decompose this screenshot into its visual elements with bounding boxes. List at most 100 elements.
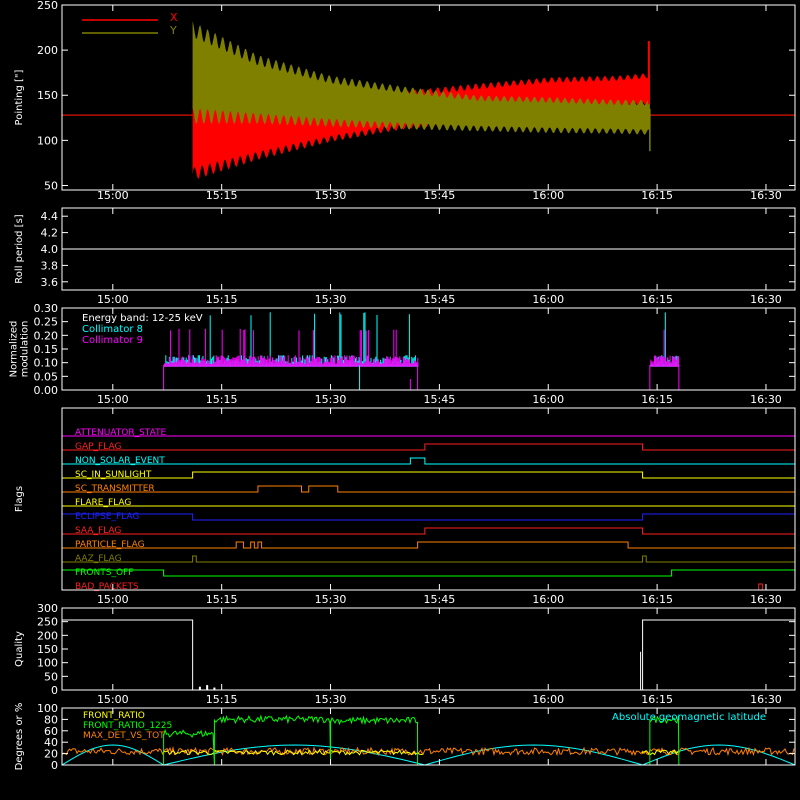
pointing-xtick-label-2: 15:30 [315, 189, 347, 202]
modulation-ytick-label-3: 0.15 [34, 343, 59, 356]
modulation-xtick-label-1: 15:15 [206, 393, 238, 406]
pointing-ylabel: Pointing ["] [14, 69, 25, 125]
quality-xtick-label-2: 15:30 [315, 693, 347, 706]
pointing-ytick-label-0: 50 [44, 179, 58, 192]
flag-line-sc-transmitter [62, 485, 795, 493]
ratios-series-front-ratio-1225 [163, 714, 680, 765]
modulation-legend-0: Energy band: 12-25 keV [82, 313, 203, 324]
quality-xtick-label-5: 16:15 [641, 693, 673, 706]
modulation-xtick-label-4: 16:00 [532, 393, 564, 406]
modulation-series-collimator-9-1 [650, 329, 679, 367]
quality-ylabel-text-0: Quality [14, 631, 25, 667]
flag-label-attenuator-state: ATTENUATOR_STATE [75, 428, 167, 438]
flags-xtick-label-1: 15:15 [206, 593, 238, 606]
modulation-ytick-label-4: 0.20 [34, 329, 59, 342]
flag-label-aaz-flag: AAZ_FLAG [75, 554, 122, 564]
modulation-series-collimator-9-0 [164, 328, 419, 367]
ratios-geomag-arc-2 [424, 744, 643, 765]
flags-xtick-label-5: 16:15 [641, 593, 673, 606]
ratios-ylabel: Degrees or % [14, 703, 25, 771]
roll_period-ytick-label-2: 4.0 [41, 243, 59, 256]
ratios-ytick-label-5: 100 [37, 702, 58, 715]
modulation-ytick-label-5: 0.25 [34, 316, 59, 329]
quality-xtick-label-0: 15:00 [97, 693, 129, 706]
pointing-ytick-label-2: 150 [37, 89, 58, 102]
flag-line-saa-flag [62, 527, 795, 535]
pointing-xtick-label-1: 15:15 [206, 189, 238, 202]
flag-line-gap-flag [62, 443, 795, 451]
roll_period-xtick-label-6: 16:30 [750, 293, 782, 306]
flag-label-sc-in-sunlight: SC_IN_SUNLIGHT [75, 470, 152, 480]
quality-ytick-label-6: 300 [37, 602, 58, 615]
flag-label-bad-packets: BAD_PACKETS [75, 582, 139, 592]
roll_period-ytick-label-3: 4.2 [41, 227, 59, 240]
pointing-legend-label-X: X [170, 11, 178, 24]
modulation-plot-area [163, 312, 680, 390]
ratios-ytick-label-3: 60 [44, 725, 58, 738]
flag-line-non-solar-event [62, 457, 795, 465]
roll_period-xtick-label-1: 15:15 [206, 293, 238, 306]
ratios-plot-area [62, 714, 795, 765]
pointing-ytick-label-1: 100 [37, 134, 58, 147]
flag-label-sc-transmitter: SC_TRANSMITTER [75, 484, 155, 494]
flag-label-saa-flag: SAA_FLAG [75, 526, 121, 536]
flags-xtick-label-4: 16:00 [532, 593, 564, 606]
ratios-legend-1: FRONT_RATIO_1225 [83, 721, 172, 731]
modulation-ytick-label-2: 0.10 [34, 357, 59, 370]
ratios-geomag-arc-1 [163, 744, 426, 765]
quality-ytick-label-1: 50 [44, 670, 58, 683]
modulation-legend-2: Collimator 9 [82, 335, 143, 346]
modulation-xtick-label-5: 16:15 [641, 393, 673, 406]
roll_period-ytick-label-0: 3.6 [41, 276, 59, 289]
flag-label-gap-flag: GAP_FLAG [75, 442, 121, 452]
roll_period-ytick-label-1: 3.8 [41, 259, 59, 272]
flags-xtick-label-6: 16:30 [750, 593, 782, 606]
quality-xtick-label-6: 16:30 [750, 693, 782, 706]
pointing-xtick-label-3: 15:45 [424, 189, 456, 202]
quality-ytick-label-5: 250 [37, 616, 58, 629]
flag-label-flare-flag: FLARE_FLAG [75, 498, 131, 508]
flags-frame [61, 407, 796, 591]
ratios-ytick-label-2: 40 [44, 736, 58, 749]
pointing-ytick-label-4: 250 [37, 0, 58, 12]
roll_period-xtick-label-4: 16:00 [532, 293, 564, 306]
pointing-frame [61, 4, 796, 191]
flag-label-eclipse-flag: ECLIPSE_FLAG [75, 512, 139, 522]
roll_period-ylabel: Roll period [s] [14, 214, 25, 283]
flag-line-particle-flag [62, 541, 795, 549]
quality-xtick-label-3: 15:45 [424, 693, 456, 706]
quality-ytick-label-0: 0 [51, 684, 58, 697]
pointing-xtick-label-6: 16:30 [750, 189, 782, 202]
pointing-xtick-label-0: 15:00 [97, 189, 129, 202]
flag-label-non-solar-event: NON_SOLAR_EVENT [75, 456, 165, 466]
ratios-geomag-arc-0 [62, 744, 164, 765]
quality-xtick-label-4: 16:00 [532, 693, 564, 706]
modulation-xtick-label-3: 15:45 [424, 393, 456, 406]
quality-ytick-label-4: 200 [37, 629, 58, 642]
ratios-geomag-arc-3 [642, 744, 795, 765]
quality-ytick-label-3: 150 [37, 643, 58, 656]
modulation-ylabel: Normalized modulation [9, 321, 31, 378]
flags-xtick-label-2: 15:30 [315, 593, 347, 606]
modulation-ylabel-text-0: Normalized [9, 321, 20, 378]
quality-ylabel: Quality [14, 631, 25, 667]
ratios-ylabel-text-0: Degrees or % [14, 703, 25, 771]
quality-ytick-label-2: 100 [37, 657, 58, 670]
roll_period-xtick-label-3: 15:45 [424, 293, 456, 306]
pointing-xtick-label-5: 16:15 [641, 189, 673, 202]
flags-ylabel-text-0: Flags [14, 486, 25, 512]
modulation-xtick-label-0: 15:00 [97, 393, 129, 406]
modulation-xtick-label-2: 15:30 [315, 393, 347, 406]
modulation-xtick-label-6: 16:30 [750, 393, 782, 406]
pointing-plot-area [62, 21, 795, 180]
flag-line-fronts-off [61, 569, 796, 577]
ratios-series-max-det-vs-tot [62, 745, 795, 757]
ratios-ytick-label-0: 0 [51, 759, 58, 772]
roll_period-ylabel-text-0: Roll period [s] [14, 214, 25, 283]
ratios-legend-0: FRONT_RATIO [83, 711, 145, 721]
flags-xtick-label-0: 15:00 [97, 593, 129, 606]
flag-label-particle-flag: PARTICLE_FLAG [75, 540, 145, 550]
flag-line-eclipse-flag [61, 513, 796, 521]
